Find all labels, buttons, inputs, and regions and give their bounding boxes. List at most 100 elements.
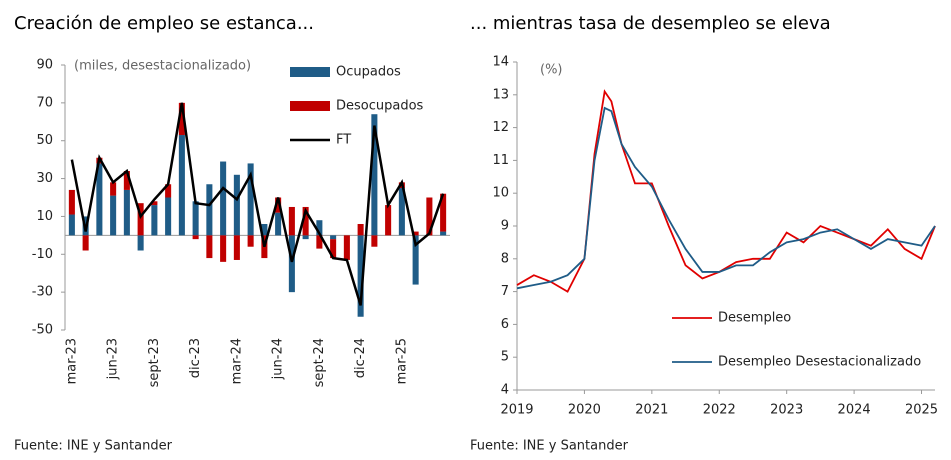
y-tick-label: 11 <box>492 153 509 168</box>
x-tick-label: dic-23 <box>188 338 203 378</box>
bar <box>68 214 75 236</box>
bar <box>220 161 227 236</box>
bar <box>316 220 323 236</box>
y-tick-label: 8 <box>501 251 509 266</box>
bar <box>192 201 199 236</box>
bar <box>330 239 337 259</box>
x-tick-label: 2021 <box>635 403 668 418</box>
bar <box>233 174 240 236</box>
bar <box>206 184 213 236</box>
bar <box>206 235 213 259</box>
x-tick-label: dic-24 <box>353 338 368 378</box>
bar <box>371 235 378 247</box>
y-tick-label: 10 <box>36 209 53 224</box>
bar <box>192 235 199 240</box>
annotation: (miles, desestacionalizado) <box>74 59 251 74</box>
bar <box>151 205 158 236</box>
bar <box>110 182 117 196</box>
x-tick-label: mar-25 <box>394 338 409 384</box>
bar <box>412 231 419 236</box>
legend-label: FT <box>336 133 351 148</box>
chart-title: Creación de empleo se estanca... <box>14 13 314 34</box>
bar <box>385 205 392 236</box>
bar <box>343 235 350 260</box>
y-tick-label: -50 <box>32 323 53 338</box>
x-tick-label: sept-23 <box>147 338 162 387</box>
bar <box>82 235 89 251</box>
x-tick-label: mar-23 <box>64 338 79 384</box>
x-tick-label: 2024 <box>838 403 871 418</box>
x-tick-label: 2020 <box>568 403 601 418</box>
legend-label: Desocupados <box>336 99 424 114</box>
bar <box>96 163 103 236</box>
bar <box>288 235 295 293</box>
x-tick-label: 2022 <box>703 403 736 418</box>
bar <box>123 189 130 236</box>
y-tick-label: -30 <box>32 285 53 300</box>
legend-swatch <box>290 67 330 77</box>
bar <box>165 184 172 198</box>
bar <box>357 235 364 317</box>
bar <box>165 197 172 236</box>
bar <box>68 189 75 215</box>
y-tick-label: 9 <box>501 219 509 234</box>
bar <box>371 114 378 236</box>
chart-title: ... mientras tasa de desempleo se eleva <box>470 13 831 34</box>
bar <box>233 235 240 260</box>
y-tick-label: 50 <box>36 133 53 148</box>
x-tick-label: sept-24 <box>312 338 327 387</box>
legend-swatch <box>290 101 330 111</box>
bar <box>302 235 309 240</box>
bar <box>316 235 323 249</box>
x-tick-label: mar-24 <box>229 338 244 384</box>
bar <box>123 171 130 190</box>
bar <box>440 193 447 232</box>
y-tick-label: 4 <box>501 383 509 398</box>
line <box>70 102 445 306</box>
bar <box>330 235 337 240</box>
bar <box>426 197 433 236</box>
line <box>516 106 936 290</box>
bar <box>110 195 117 236</box>
bar <box>137 203 144 236</box>
bar <box>440 231 447 236</box>
line <box>516 89 936 293</box>
source: Fuente: INE y Santander <box>14 439 173 454</box>
bar <box>288 206 295 236</box>
bar <box>275 197 282 213</box>
bar <box>261 224 268 236</box>
y-tick-label: 30 <box>36 171 53 186</box>
bar <box>412 235 419 285</box>
bar <box>247 163 254 236</box>
x-tick-label: 2023 <box>770 403 803 418</box>
bar <box>275 212 282 236</box>
y-tick-label: -10 <box>32 247 53 262</box>
legend-label: Desempleo Desestacionalizado <box>718 355 921 370</box>
y-tick-label: 13 <box>492 87 509 102</box>
y-tick-label: 5 <box>501 350 509 365</box>
legend-label: Ocupados <box>336 65 401 80</box>
y-tick-label: 10 <box>492 186 509 201</box>
y-tick-label: 14 <box>492 55 509 70</box>
bar <box>151 201 158 206</box>
y-tick-label: 6 <box>501 317 509 332</box>
bar <box>178 135 185 236</box>
bar <box>178 102 185 136</box>
bar <box>220 235 227 262</box>
y-tick-label: 7 <box>501 284 509 299</box>
x-tick-label: 2025 <box>905 403 938 418</box>
bar <box>398 188 405 236</box>
x-tick-label: jun-23 <box>106 338 121 380</box>
bar <box>137 235 144 251</box>
bar <box>302 206 309 236</box>
legend-label: Desempleo <box>718 311 791 326</box>
bar <box>247 235 254 247</box>
source: Fuente: INE y Santander <box>470 439 629 454</box>
y-tick-label: 12 <box>492 120 509 135</box>
annotation: (%) <box>540 63 563 78</box>
y-tick-label: 70 <box>36 95 53 110</box>
x-tick-label: 2019 <box>500 403 533 418</box>
y-tick-label: 90 <box>36 58 53 73</box>
x-tick-label: jun-24 <box>271 338 286 380</box>
